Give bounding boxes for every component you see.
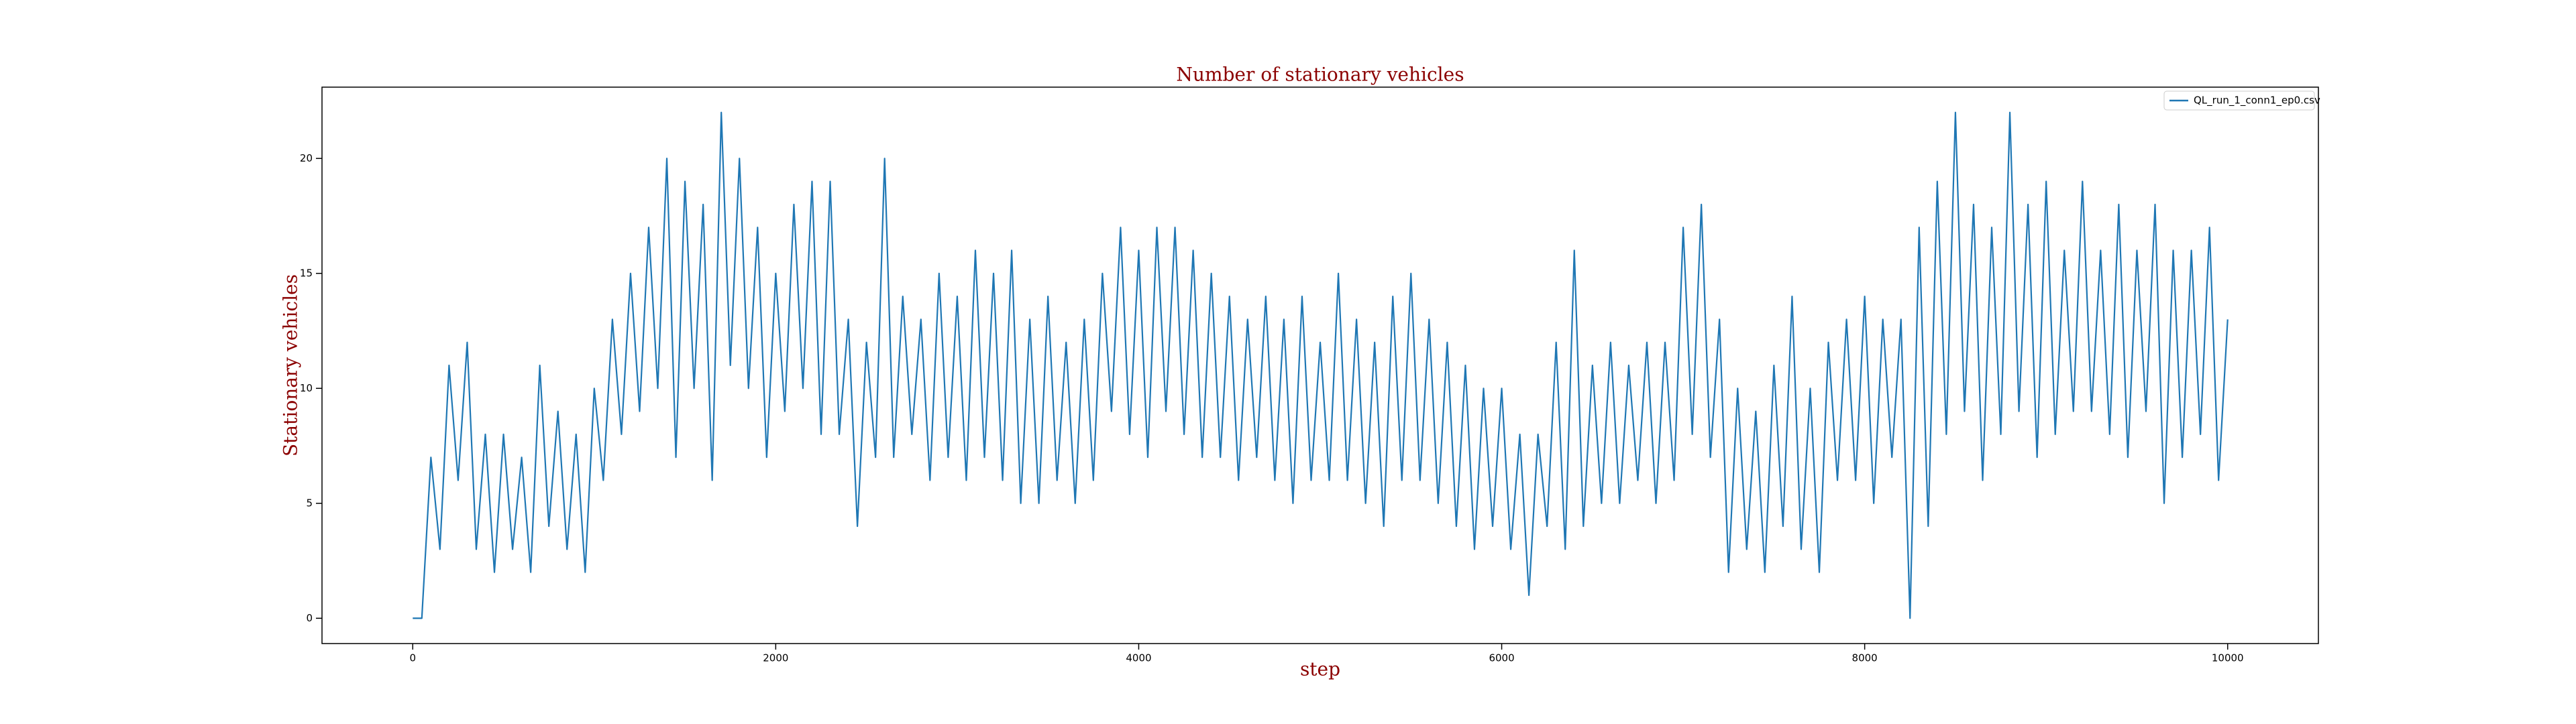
legend-box — [2163, 90, 2315, 111]
data-line — [413, 111, 2229, 619]
x-tick-label: 2000 — [763, 652, 788, 664]
x-axis-label: step — [1300, 658, 1340, 680]
x-tick-label: 10000 — [2212, 652, 2244, 664]
y-tick-label: 0 — [306, 612, 313, 624]
y-tick-label: 5 — [306, 497, 313, 509]
x-tick-label: 4000 — [1126, 652, 1151, 664]
y-tick-label: 20 — [300, 152, 313, 164]
x-tick-label: 0 — [409, 652, 416, 664]
y-tick-label: 15 — [300, 267, 313, 279]
x-tick-label: 6000 — [1489, 652, 1514, 664]
y-tick-label: 10 — [300, 382, 313, 394]
legend-label: QL_run_1_conn1_ep0.csv — [2194, 95, 2320, 107]
x-tick-label: 8000 — [1852, 652, 1878, 664]
chart-title: Number of stationary vehicles — [1176, 64, 1464, 86]
y-axis-label: Stationary vehicles — [280, 274, 302, 457]
plot-frame — [321, 86, 2319, 644]
